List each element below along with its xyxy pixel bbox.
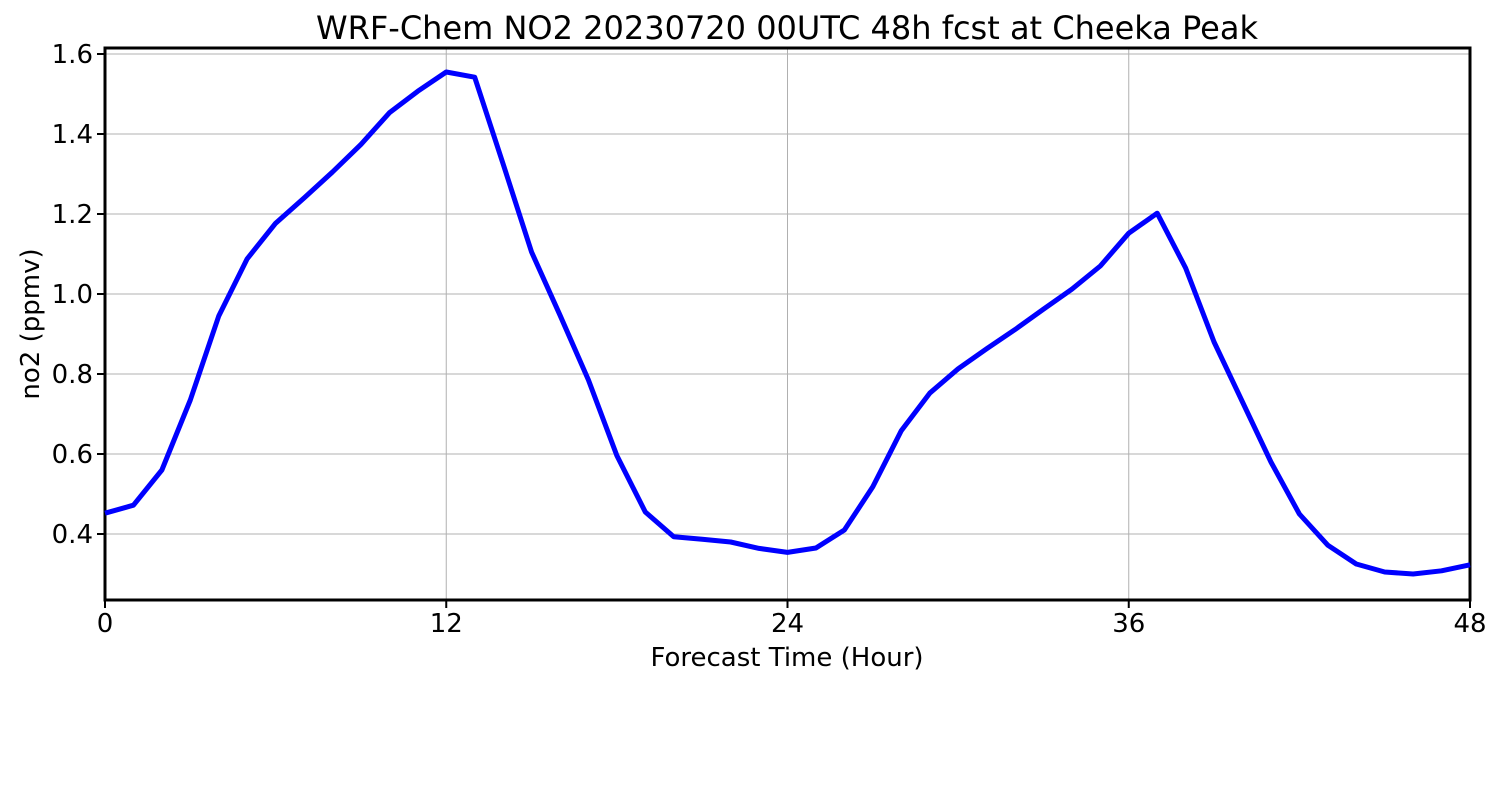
series-line bbox=[104, 69, 1471, 577]
x-tick-label: 48 bbox=[1453, 609, 1486, 639]
y-tick-label: 0.4 bbox=[52, 520, 93, 550]
x-tick-label: 12 bbox=[430, 609, 463, 639]
x-axis-label: Forecast Time (Hour) bbox=[650, 643, 923, 673]
chart-title: WRF-Chem NO2 20230720 00UTC 48h fcst at … bbox=[316, 9, 1258, 47]
x-axis-ticks: 0 12 24 36 48 bbox=[97, 600, 1487, 639]
x-tick-label: 24 bbox=[771, 609, 804, 639]
y-axis-label: no2 (ppmv) bbox=[16, 248, 46, 399]
y-tick-label: 1.0 bbox=[52, 280, 93, 310]
y-tick-label: 1.6 bbox=[52, 40, 93, 70]
line-layer bbox=[104, 69, 1471, 577]
x-tick-label: 36 bbox=[1112, 609, 1145, 639]
y-tick-label: 1.4 bbox=[52, 120, 93, 150]
grid-layer bbox=[104, 48, 1471, 600]
y-tick-label: 1.2 bbox=[52, 200, 93, 230]
y-axis-ticks: 0.4 0.6 0.8 1.0 1.2 1.4 1.6 bbox=[52, 40, 105, 550]
y-tick-label: 0.6 bbox=[52, 440, 93, 470]
y-tick-label: 0.8 bbox=[52, 360, 93, 390]
x-tick-label: 0 bbox=[97, 609, 114, 639]
